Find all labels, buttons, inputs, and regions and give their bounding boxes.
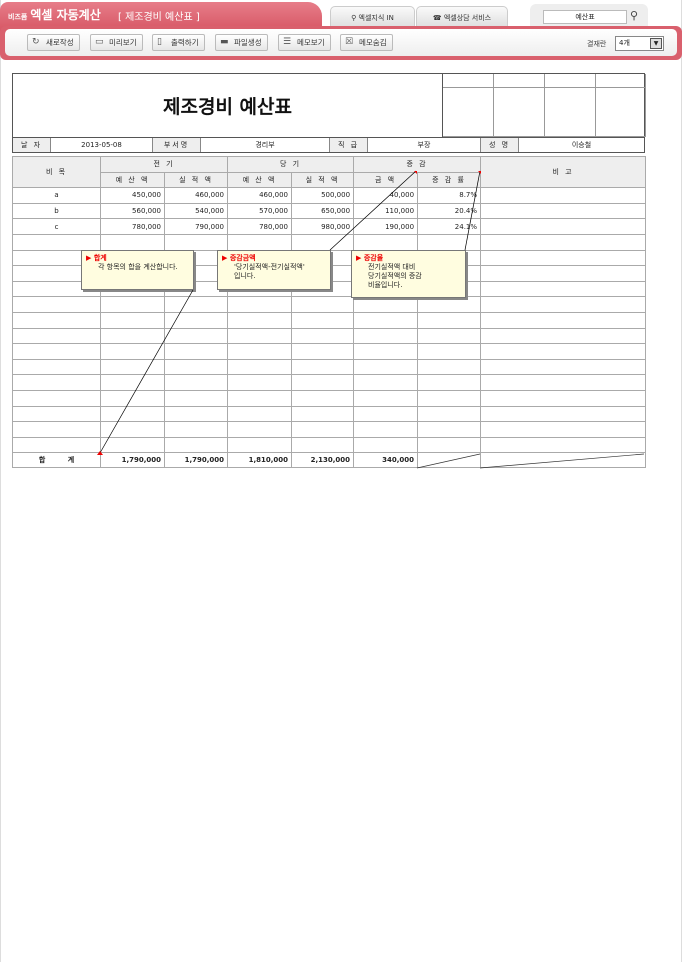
date-field[interactable]: 2013-05-08 xyxy=(51,138,153,152)
button-label: 출력하기 xyxy=(171,38,199,47)
memo-title-text: 증감율 xyxy=(363,254,384,262)
approval-cell[interactable] xyxy=(443,88,494,137)
refresh-icon: ↻ xyxy=(32,37,40,47)
memo-total: ▶ 합계 각 항목의 합을 계산합니다. xyxy=(81,250,194,290)
table-row xyxy=(12,421,647,438)
approval-cell[interactable] xyxy=(545,74,596,88)
dept-label: 부서명 xyxy=(153,138,201,152)
brand-text: 엑셀 자동계산 xyxy=(30,8,101,22)
search-icon[interactable]: ⚲ xyxy=(630,9,639,22)
info-row: 날 자 2013-05-08 부서명 경리부 직 급 부장 성 명 이승철 xyxy=(12,137,645,153)
phone-icon: ☎ xyxy=(432,14,444,22)
preview-button[interactable]: ▭ 미리보기 xyxy=(90,34,143,51)
memo-arrow-line xyxy=(99,289,194,454)
memo-arrow-line xyxy=(329,170,417,251)
print-icon: ▯ xyxy=(157,37,162,47)
table-row: b 560,000 540,000 570,000 650,000 110,000 20.4… xyxy=(12,202,647,220)
brand-logo: 비즈폼 엑셀 자동계산 xyxy=(8,6,101,23)
memo-body: 전기실적액 대비 당기실적액의 증감 비율입니다. xyxy=(368,263,422,289)
diagonal-line xyxy=(416,453,481,469)
comment-marker-icon xyxy=(414,171,417,174)
dept-field[interactable]: 경리부 xyxy=(201,138,330,152)
search-input[interactable]: 예산표 xyxy=(543,10,627,24)
folder-icon: ▬ xyxy=(220,37,229,47)
tab-excel-consult[interactable]: ☎ 엑셀상담 서비스 xyxy=(416,6,508,28)
monitor-icon: ▭ xyxy=(95,37,104,47)
button-label: 파일생성 xyxy=(234,38,262,47)
memo-title: ▶ 증감율 xyxy=(356,254,384,262)
page-title: 제조경비 예산표 xyxy=(163,96,292,118)
hide-memo-button[interactable]: ☒ 메모숨김 xyxy=(340,34,393,51)
memo-icon: ☰ xyxy=(283,37,292,47)
new-button[interactable]: ↻ 새로작성 xyxy=(27,34,80,51)
create-file-button[interactable]: ▬ 파일생성 xyxy=(215,34,268,51)
table-row xyxy=(12,343,647,360)
approval-cell[interactable] xyxy=(596,74,646,88)
header-curr-budget: 예 산 액 xyxy=(227,171,293,189)
memo-diff-amount: ▶ 증감금액 '당기실적액-전기실적액' 입니다. xyxy=(217,250,331,290)
header-curr: 당 기 xyxy=(227,156,355,173)
name-field[interactable]: 이승철 xyxy=(571,141,592,149)
show-memo-button[interactable]: ☰ 메모보기 xyxy=(278,34,331,51)
header-doc-title: [ 제조경비 예산표 ] xyxy=(118,12,200,23)
approval-cell[interactable] xyxy=(494,74,545,88)
date-label: 날 자 xyxy=(13,138,51,152)
memo-body: 각 항목의 합을 계산합니다. xyxy=(98,263,178,271)
memo-title-text: 증감금액 xyxy=(229,254,256,262)
approval-cell[interactable] xyxy=(596,88,646,137)
memo-body: '당기실적액-전기실적액' 입니다. xyxy=(234,263,305,280)
memo-title-text: 합계 xyxy=(93,254,107,262)
approval-cell[interactable] xyxy=(443,74,494,88)
table-row: a 450,000 460,000 460,000 500,000 40,000 8.7% xyxy=(12,187,647,204)
memo-arrow-line xyxy=(464,170,481,251)
button-label: 메모보기 xyxy=(297,38,325,47)
table-row xyxy=(12,358,647,376)
diagonal-line xyxy=(479,453,645,469)
approval-cell[interactable] xyxy=(494,88,545,137)
header-prev-actual: 실 적 액 xyxy=(163,171,229,189)
header-prev: 전 기 xyxy=(99,156,229,173)
total-prev-actual: 1,790,000 xyxy=(163,452,229,469)
tab-label: 엑셀지식 IN xyxy=(358,14,394,22)
pin-icon: ⚲ xyxy=(351,14,359,22)
comment-marker-icon xyxy=(97,451,103,455)
comment-marker-icon xyxy=(478,171,481,174)
table-row xyxy=(12,389,647,407)
table-row xyxy=(12,405,647,423)
memo-title: ▶ 합계 xyxy=(86,254,107,262)
tab-label: 엑셀상담 서비스 xyxy=(443,14,492,22)
header-item: 비 목 xyxy=(12,155,101,189)
memo-diff-rate: ▶ 증감율 전기실적액 대비 당기실적액의 증감 비율입니다. xyxy=(351,250,466,298)
table-row xyxy=(12,311,647,329)
approval-grid xyxy=(442,74,646,137)
memo-title: ▶ 증감금액 xyxy=(222,254,256,262)
select-value: 4개 xyxy=(619,39,630,47)
approval-count-label: 결재란 xyxy=(587,40,607,48)
button-label: 새로작성 xyxy=(46,38,74,47)
top-header: ⚲ 엑셀지식 IN ☎ 엑셀상담 서비스 비즈폼 엑셀 자동계산 [ 제조경비 예… xyxy=(0,0,682,62)
rank-field[interactable]: 부장 xyxy=(368,138,481,152)
memo-hide-icon: ☒ xyxy=(345,37,354,47)
rank-label: 직 급 xyxy=(330,138,368,152)
table-row xyxy=(12,233,647,251)
total-label: 합 계 xyxy=(12,452,101,469)
header-curr-actual: 실 적 액 xyxy=(291,171,355,189)
approval-cell[interactable] xyxy=(545,88,596,137)
tab-excel-knowledge[interactable]: ⚲ 엑셀지식 IN xyxy=(330,6,415,28)
button-label: 메모숨김 xyxy=(359,38,387,47)
chevron-down-icon[interactable]: ▼ xyxy=(650,38,662,49)
approval-count-select[interactable]: 4개 ▼ xyxy=(615,36,664,51)
table-row xyxy=(12,327,647,345)
button-label: 미리보기 xyxy=(109,38,137,47)
brand-small: 비즈폼 xyxy=(8,13,28,21)
total-curr-actual: 2,130,000 xyxy=(291,452,355,469)
print-button[interactable]: ▯ 출력하기 xyxy=(152,34,205,51)
name-label: 성 명 xyxy=(481,138,519,152)
total-diff-amount: 340,000 xyxy=(353,452,419,469)
header-note: 비 고 xyxy=(480,155,647,189)
